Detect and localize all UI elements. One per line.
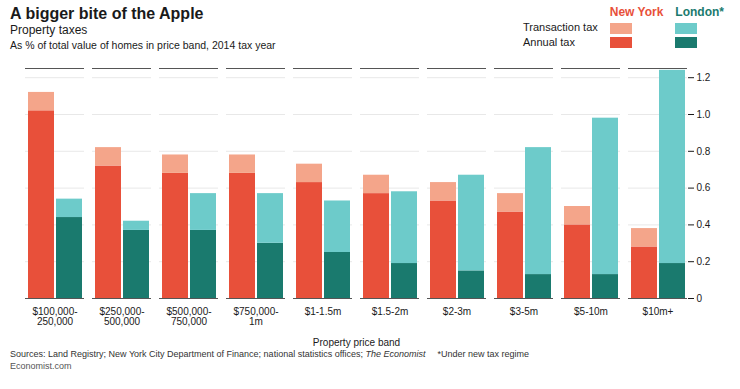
svg-text:$500,000-750,000: $500,000-750,000 bbox=[166, 306, 211, 327]
svg-text:0.4: 0.4 bbox=[697, 219, 711, 230]
svg-text:0: 0 bbox=[697, 293, 703, 304]
html-text:New York: New York bbox=[609, 5, 664, 19]
html-text:Sources: Land Registry; New Yo: Sources: Land Registry; New York City De… bbox=[10, 349, 426, 359]
svg-text:$1.5-2m: $1.5-2m bbox=[372, 306, 409, 317]
html-text:Economist.com: Economist.com bbox=[10, 361, 72, 371]
html-text:As % of total value of homes i: As % of total value of homes in price ba… bbox=[10, 39, 276, 51]
html-text:Transaction tax: Transaction tax bbox=[523, 21, 598, 34]
svg-text:$250,000-500,000: $250,000-500,000 bbox=[99, 306, 144, 327]
svg-text:$3-5m: $3-5m bbox=[510, 306, 538, 317]
svg-text:$2-3m: $2-3m bbox=[443, 306, 471, 317]
svg-text:1.2: 1.2 bbox=[697, 72, 711, 83]
html-text:London*: London* bbox=[675, 5, 724, 19]
html-text:*Under new tax regime: *Under new tax regime bbox=[437, 349, 530, 359]
svg-text:$5-10m: $5-10m bbox=[574, 306, 608, 317]
html-text:Property taxes: Property taxes bbox=[10, 23, 88, 37]
svg-text:$100,000-250,000: $100,000-250,000 bbox=[32, 306, 77, 327]
html-text:A bigger bite of the Apple: A bigger bite of the Apple bbox=[10, 5, 204, 22]
svg-text:1.0: 1.0 bbox=[697, 109, 711, 120]
svg-text:$10m+: $10m+ bbox=[643, 306, 674, 317]
html-text:Annual tax: Annual tax bbox=[523, 35, 575, 48]
svg-text:0.2: 0.2 bbox=[697, 256, 711, 267]
svg-text:0.6: 0.6 bbox=[697, 182, 711, 193]
svg-text:Property price band: Property price band bbox=[313, 337, 400, 348]
svg-text:$1-1.5m: $1-1.5m bbox=[305, 306, 342, 317]
svg-text:0.8: 0.8 bbox=[697, 146, 711, 157]
svg-text:$750,000-1m: $750,000-1m bbox=[233, 306, 278, 327]
